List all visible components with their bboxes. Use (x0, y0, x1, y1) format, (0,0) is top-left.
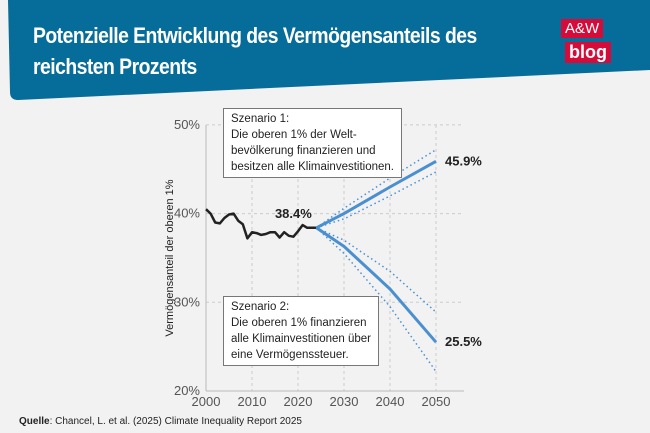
y-tick-label: 50% (174, 117, 200, 132)
source-text: : Chancel, L. et al. (2025) Climate Ineq… (49, 416, 302, 427)
data-label: 45.9% (445, 153, 482, 168)
series-line-6 (315, 227, 437, 372)
series-line-1 (315, 159, 437, 230)
scenario1-title: Szenario 1: (231, 113, 290, 125)
scenario2-line: eine Vermögenssteuer. (231, 349, 349, 361)
scenario1-line: besitzen alle Klimainvestitionen. (231, 161, 395, 173)
data-label: 38.4% (275, 206, 312, 221)
source-note: Quelle: Chancel, L. et al. (2025) Climat… (19, 416, 302, 427)
scenario1-box: Szenario 1: Die oberen 1% der Welt- bevö… (223, 108, 403, 178)
x-tick-label: 2030 (330, 394, 359, 409)
header-banner (8, 0, 650, 100)
scenario2-box: Szenario 2: Die oberen 1% finanzieren al… (223, 296, 379, 366)
x-tick-label: 2020 (284, 394, 313, 409)
scenario1-line: Die oberen 1% der Welt- (231, 129, 357, 141)
y-axis-label: Vermögensanteil der oberen 1% (164, 179, 176, 336)
x-tick-label: 2040 (376, 394, 405, 409)
x-tick-label: 2000 (192, 394, 221, 409)
x-tick-label: 2050 (422, 394, 451, 409)
series-line-3 (316, 171, 437, 229)
data-label: 25.5% (445, 334, 482, 349)
logo-line2: blog (565, 42, 611, 63)
page-title: Potenzielle Entwicklung des Vermögensant… (33, 23, 477, 79)
y-tick-label: 30% (174, 294, 200, 309)
series-line-4 (315, 226, 438, 344)
scenario2-title: Szenario 2: (231, 301, 290, 313)
series-line-0 (205, 208, 317, 240)
logo-line1: A&W (561, 19, 604, 38)
x-tick-label: 2010 (238, 394, 267, 409)
scenario2-line: Die oberen 1% finanzieren (231, 317, 367, 329)
scenario2-line: alle Klimainvestitionen über (231, 333, 371, 345)
scenario1-line: bevölkerung finanzieren und (231, 145, 376, 157)
y-tick-label: 40% (174, 206, 200, 221)
source-label: Quelle (19, 416, 50, 427)
y-tick-label: 20% (174, 383, 200, 398)
